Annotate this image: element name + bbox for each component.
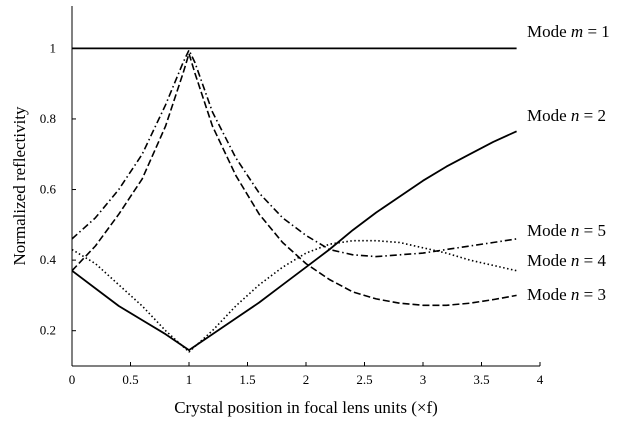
x-tick-label: 0 — [69, 372, 76, 387]
y-tick-label: 0.2 — [40, 323, 56, 338]
x-tick-label: 1 — [186, 372, 193, 387]
x-tick-label: 3 — [420, 372, 427, 387]
y-tick-label: 0.6 — [40, 182, 57, 197]
series-label-5: Mode n = 3 — [527, 285, 606, 304]
y-tick-label: 1 — [50, 40, 57, 55]
x-tick-label: 4 — [537, 372, 544, 387]
y-axis-title: Normalized reflectivity — [10, 106, 29, 266]
series-labels: Mode m = 1 Mode n = 2 Mode n = 5 Mode n = 4… — [527, 22, 610, 304]
x-tick-label: 0.5 — [122, 372, 138, 387]
series-label-4: Mode n = 4 — [527, 251, 607, 270]
y-tick-label: 0.4 — [40, 252, 57, 267]
series-line-3 — [71, 239, 517, 353]
y-tick-label: 0.8 — [40, 111, 56, 126]
axes — [71, 6, 540, 367]
series-label-1: Mode m = 1 — [527, 22, 610, 41]
series-label-2: Mode n = 2 — [527, 106, 606, 125]
series-lines — [71, 47, 517, 353]
series-label-3: Mode n = 5 — [527, 221, 606, 240]
y-axis-title-text: Normalized reflectivity — [10, 106, 29, 266]
x-tick-label: 3.5 — [473, 372, 489, 387]
series-line-4 — [71, 49, 517, 258]
x-tick-label: 2 — [303, 372, 310, 387]
series-line-5 — [71, 52, 517, 307]
x-axis-title: Crystal position in focal lens units (×f… — [174, 398, 438, 417]
x-axis-title-text: Crystal position in focal lens units (×f… — [174, 398, 438, 417]
x-tick-label: 2.5 — [356, 372, 372, 387]
ticks: 0 0.5 1 1.5 2 2.5 3 3.5 4 0.2 0.4 0.6 0.8 1 — [40, 40, 544, 387]
series-line-2 — [71, 130, 517, 352]
x-tick-label: 1.5 — [239, 372, 255, 387]
